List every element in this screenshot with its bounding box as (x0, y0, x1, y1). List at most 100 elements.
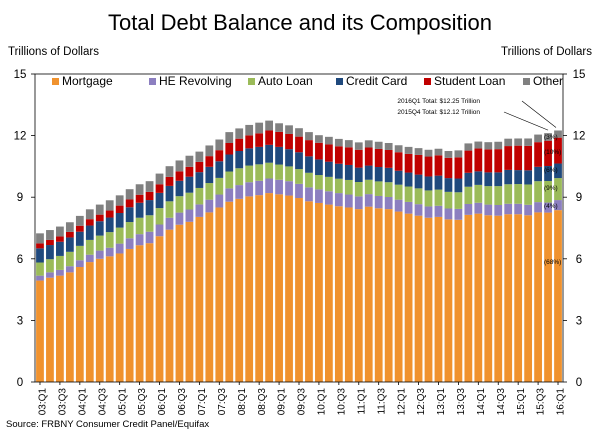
bar-segment (484, 142, 493, 150)
bar-segment (255, 133, 264, 147)
bar-segment (215, 177, 224, 195)
bar-segment (165, 176, 174, 186)
bar-segment (285, 133, 293, 150)
bar-segment (394, 152, 403, 171)
x-tick-label: 13:Q1 (436, 388, 447, 416)
bar-segment (504, 184, 513, 204)
x-tick-label: 05:Q1 (117, 388, 128, 416)
bar-segment (474, 171, 483, 185)
bar-segment (195, 187, 204, 205)
bar-segment (554, 210, 562, 382)
bar-segment (474, 141, 483, 149)
legend: Mortgage HE Revolving Auto Loan Credit Card… (52, 74, 563, 88)
bar-segment (334, 178, 343, 194)
x-tick-label: 04:Q3 (97, 388, 108, 416)
bar-segment (325, 204, 333, 382)
bar-segment (155, 224, 164, 237)
bar-segment (56, 275, 64, 382)
bar-segment (364, 165, 373, 180)
x-tick-label: 07:Q1 (197, 388, 208, 416)
bar-segment (125, 248, 134, 382)
bar-segment (315, 135, 323, 143)
x-tick-label: 06:Q3 (177, 388, 188, 416)
x-tick-label: 12:Q1 (396, 388, 407, 416)
x-tick-label: 14:Q3 (496, 388, 507, 416)
bar-segment (454, 150, 463, 158)
bar-segment (374, 181, 383, 196)
bar-segment (534, 202, 542, 213)
bar-segment (554, 137, 562, 164)
x-tick-label: 14:Q1 (476, 388, 487, 416)
bar-segment (46, 230, 54, 240)
bar-segment (504, 146, 513, 170)
y-tick-label-left: 6 (17, 254, 23, 266)
bar-segment (215, 194, 224, 208)
legend-label: Mortgage (62, 74, 113, 88)
bar-segment (354, 209, 363, 382)
bar-segment (175, 212, 184, 225)
legend-label: Student Loan (434, 74, 505, 88)
x-tick-label: 05:Q3 (137, 388, 148, 416)
bar-segment (534, 166, 542, 182)
bar-segment (404, 153, 413, 173)
bar-segment (75, 245, 84, 261)
bar-segment (65, 251, 74, 267)
bar-segment (444, 219, 453, 382)
bar-segment (275, 194, 283, 382)
x-tick-label: 15:Q3 (536, 388, 547, 416)
bar-segment (484, 172, 493, 187)
bar-segment (344, 194, 353, 208)
bar-segment (56, 236, 64, 242)
bar-segment (295, 169, 303, 184)
share-label: (9%) (544, 185, 558, 192)
bar-segment (175, 180, 184, 197)
x-tick-label: 10:Q3 (336, 388, 347, 416)
bar-segment (544, 202, 552, 213)
chart-title: Total Debt Balance and its Composition (108, 10, 492, 35)
bar-segment (275, 123, 283, 132)
bar-segment (115, 227, 124, 244)
bar-segment (514, 145, 523, 171)
bar-segment (384, 182, 393, 197)
x-tick-label: 03:Q3 (58, 388, 69, 416)
bar-segment (65, 272, 74, 382)
bar-segment (295, 136, 303, 153)
bar-segment (245, 148, 254, 166)
bar-segment (474, 213, 483, 382)
bar-segment (285, 181, 293, 196)
bar-segment (305, 201, 313, 382)
bar-segment (75, 267, 84, 382)
bar-segment (424, 217, 433, 382)
bar-segment (145, 200, 154, 216)
share-label: (10%) (544, 149, 561, 156)
source-note: Source: FRBNY Consumer Credit Panel/Equi… (6, 419, 209, 430)
bar-segment (215, 207, 224, 382)
y-tick-label-right: 12 (573, 131, 586, 143)
bar-segment (65, 266, 74, 273)
bar-segment (305, 140, 313, 157)
bar-segment (504, 203, 513, 215)
bar-segment (404, 146, 413, 154)
bar-segment (125, 207, 134, 223)
annotation-2015q4: 2015Q4 Total: $12.12 Trillion (397, 109, 480, 116)
x-tick-label: 08:Q1 (237, 388, 248, 416)
bar-segment (524, 215, 533, 382)
bar-segment (325, 191, 333, 205)
bar-segment (374, 208, 383, 382)
bar-segment (544, 133, 552, 141)
bar-segment (484, 204, 493, 216)
bar-segment (454, 178, 463, 193)
bar-segment (46, 272, 54, 278)
bar-segment (444, 157, 453, 179)
bar-segment (354, 196, 363, 210)
y-tick-label-right: 15 (573, 69, 586, 81)
bar-segment (464, 143, 473, 151)
bar-segment (434, 216, 443, 382)
x-tick-label: 06:Q1 (157, 388, 168, 416)
bar-segment (325, 176, 333, 192)
share-label: (68%) (544, 259, 561, 266)
bar-segment (36, 275, 44, 281)
bar-segment (125, 199, 134, 208)
bar-segment (95, 258, 104, 382)
